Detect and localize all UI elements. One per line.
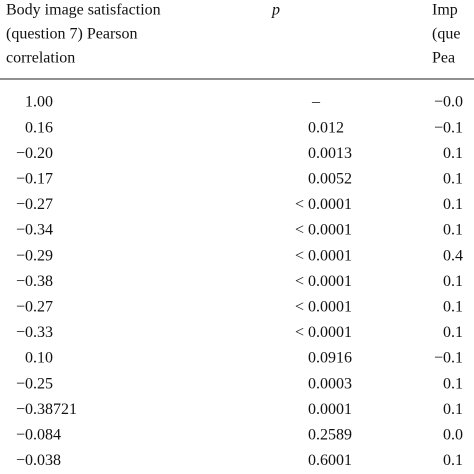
header-text: correlation [6, 50, 75, 67]
cell: 0.1 [443, 298, 463, 315]
cell: 0.012 [308, 119, 344, 136]
cell: 0.1 [443, 222, 463, 239]
cell: – [311, 94, 321, 111]
cell: −0.33 [16, 324, 53, 341]
cell: −0.29 [16, 247, 53, 264]
header-text: p [271, 2, 280, 19]
cell: 1.00 [25, 94, 53, 111]
cell: 0.10 [25, 350, 53, 367]
header-text: Pea [432, 50, 455, 67]
cell: 0.1 [443, 452, 463, 469]
cell: −0.084 [16, 426, 61, 443]
header-text: Imp [432, 2, 458, 19]
cell: −0.38 [16, 273, 53, 290]
header-text: (que [432, 26, 460, 43]
cell: 0.6001 [308, 452, 352, 469]
cell: −0.27 [16, 196, 53, 213]
cell: −0.038 [16, 452, 61, 469]
header-text: Body image satisfaction [6, 2, 161, 19]
cell: 0.1 [443, 145, 463, 162]
cell: 0.1 [443, 401, 463, 418]
cell: 0.2589 [308, 426, 352, 443]
cell: 0.1 [443, 273, 463, 290]
cell: < 0.0001 [295, 196, 352, 213]
cell: 0.0003 [308, 375, 352, 392]
cell: 0.1 [443, 324, 463, 341]
cell: −0.17 [16, 170, 53, 187]
cell: 0.1 [443, 170, 463, 187]
header-text: (question 7) Pearson [6, 26, 138, 43]
cell: 0.1 [443, 375, 463, 392]
cell: −0.27 [16, 298, 53, 315]
cell: < 0.0001 [295, 324, 352, 341]
cell: 0.0 [443, 426, 463, 443]
cell: −0.25 [16, 375, 53, 392]
cell: < 0.0001 [295, 247, 352, 264]
cell: −0.0 [434, 94, 463, 111]
cell: −0.38721 [16, 401, 77, 418]
cell: 0.4 [443, 247, 463, 264]
cell: 0.0001 [308, 401, 352, 418]
cell: < 0.0001 [295, 222, 352, 239]
cell: −0.1 [434, 119, 463, 136]
cell: < 0.0001 [295, 298, 352, 315]
cell: −0.20 [16, 145, 53, 162]
cell: 0.0052 [308, 170, 352, 187]
cell: 0.0013 [308, 145, 352, 162]
cell: −0.34 [16, 222, 53, 239]
cell: < 0.0001 [295, 273, 352, 290]
cell: 0.1 [443, 196, 463, 213]
cell: 0.0916 [308, 350, 352, 367]
cell: 0.16 [25, 119, 53, 136]
cell: −0.1 [434, 350, 463, 367]
